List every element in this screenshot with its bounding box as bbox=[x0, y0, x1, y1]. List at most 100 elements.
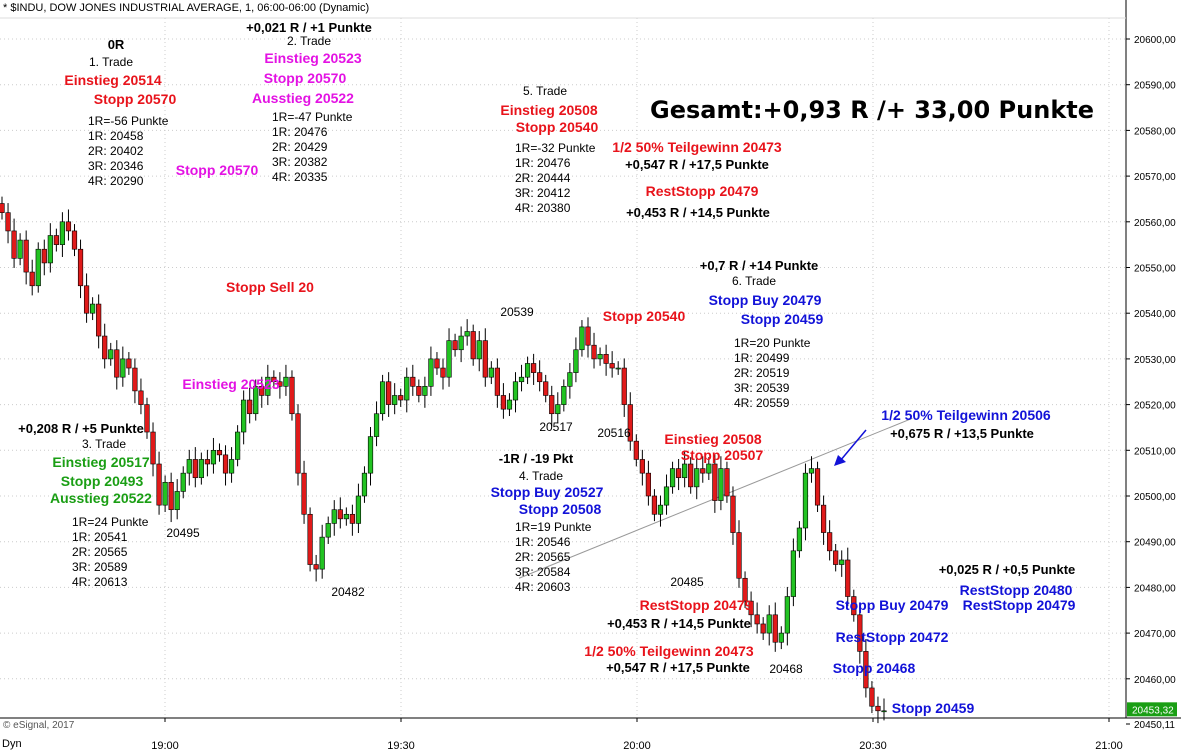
candle bbox=[603, 344, 609, 376]
annotation-trade-3: 3. Trade bbox=[81, 437, 127, 451]
annotation-trade1-stop: Stopp 20570 bbox=[93, 91, 177, 107]
candle-body-down bbox=[772, 614, 778, 643]
candle bbox=[23, 230, 29, 285]
annotation-right-reststop-20472: RestStopp 20472 bbox=[835, 629, 949, 645]
annotation-stop-sell: Stopp Sell 20 bbox=[226, 279, 314, 295]
candle-body-down bbox=[724, 468, 730, 497]
candle bbox=[90, 297, 96, 321]
candle-body-up bbox=[802, 472, 809, 529]
candle bbox=[138, 378, 144, 415]
candle bbox=[174, 479, 180, 520]
annotation-right-stop-buy: Stopp Buy 20479 bbox=[835, 597, 949, 613]
candle-body-down bbox=[259, 386, 265, 396]
candle bbox=[222, 445, 229, 486]
y-tick-label: 20490,00 bbox=[1134, 538, 1176, 549]
candle bbox=[41, 239, 47, 276]
candle-body-up bbox=[669, 468, 676, 488]
candle-body-down bbox=[857, 614, 863, 652]
y-tick-label: 20500,00 bbox=[1134, 492, 1176, 503]
annotation-trade5-entry: Einstieg 20508 bbox=[500, 102, 598, 118]
candle-body-down bbox=[676, 468, 682, 479]
candle bbox=[730, 486, 736, 545]
candle-body-down bbox=[851, 596, 857, 616]
annotation-trade6-1r: 1R: 20499 bbox=[734, 351, 790, 365]
candle-body-up bbox=[428, 358, 434, 387]
annotation-trade4-stop: Stopp 20508 bbox=[518, 501, 602, 517]
candle bbox=[688, 457, 694, 494]
candle-body-up bbox=[615, 367, 621, 370]
annotation-trade2-r: 1R=-47 Punkte bbox=[272, 110, 353, 124]
candle-body-down bbox=[126, 358, 132, 369]
candle bbox=[71, 224, 78, 257]
candle-body-up bbox=[766, 614, 772, 634]
candle bbox=[506, 393, 513, 417]
annotation-trade6-r: 1R=20 Punkte bbox=[734, 336, 811, 350]
candle bbox=[784, 586, 790, 646]
candle bbox=[210, 437, 217, 474]
candle bbox=[422, 376, 428, 408]
candle bbox=[585, 317, 591, 358]
candle bbox=[168, 472, 174, 523]
candle bbox=[700, 456, 706, 483]
candle-body-down bbox=[645, 472, 651, 497]
candle bbox=[108, 342, 114, 366]
candle bbox=[676, 458, 682, 491]
candle-body-up bbox=[524, 363, 531, 378]
annotation-trade3-result: +0,208 R / +5 Punkte bbox=[18, 421, 144, 436]
candle-body-down bbox=[470, 331, 476, 360]
candle-body-down bbox=[23, 239, 29, 273]
annotation-trade5-stop: Stopp 20540 bbox=[515, 119, 599, 135]
candle-body-down bbox=[114, 349, 120, 378]
y-tick-label: 20460,00 bbox=[1134, 675, 1176, 686]
candle bbox=[573, 337, 579, 383]
y-tick-label: 20520,00 bbox=[1134, 401, 1176, 412]
candle-body-down bbox=[500, 395, 507, 410]
annotation-lower-rest-result: +0,453 R / +14,5 Punkte bbox=[607, 616, 751, 631]
candle-body-up bbox=[422, 386, 428, 396]
candle bbox=[567, 363, 573, 399]
annotation-trade-1: 1. Trade bbox=[88, 55, 134, 69]
candle-body-down bbox=[742, 577, 748, 602]
candle-body-down bbox=[845, 559, 851, 597]
candle bbox=[482, 328, 488, 387]
candle-body-down bbox=[688, 463, 694, 488]
candle-body-down bbox=[222, 454, 229, 474]
candle bbox=[694, 458, 700, 500]
candle bbox=[712, 454, 718, 513]
candle bbox=[289, 370, 295, 421]
candle bbox=[452, 333, 458, 357]
candle bbox=[192, 447, 198, 488]
annotation-trade5-1r: 1R: 20476 bbox=[515, 156, 571, 170]
candle bbox=[561, 379, 567, 412]
x-tick-label: 20:30 bbox=[859, 740, 887, 752]
candle-body-down bbox=[301, 472, 307, 515]
candle-body-down bbox=[307, 513, 313, 565]
annotation-trade6-4r: 4R: 20559 bbox=[734, 396, 790, 410]
candle bbox=[96, 294, 102, 349]
candle-body-up bbox=[235, 431, 241, 460]
candle-body-down bbox=[41, 248, 47, 264]
candle bbox=[555, 392, 561, 424]
candle-body-up bbox=[186, 459, 192, 474]
candle bbox=[156, 451, 162, 515]
candle-body-down bbox=[65, 221, 72, 232]
annotation-lower-partial: 1/2 50% Teilgewinn 20473 bbox=[584, 643, 754, 659]
annotation-0r: 0R bbox=[107, 37, 125, 52]
candle bbox=[494, 358, 500, 408]
candle-body-up bbox=[379, 381, 386, 415]
candle bbox=[5, 203, 11, 244]
candle bbox=[579, 320, 585, 357]
candle bbox=[597, 347, 603, 366]
candle-body-up bbox=[476, 340, 482, 360]
candle-body-down bbox=[700, 468, 706, 474]
candle-body-down bbox=[0, 203, 5, 213]
candle-body-down bbox=[53, 235, 59, 245]
candle bbox=[470, 324, 476, 366]
candle-body-down bbox=[83, 285, 90, 314]
candle bbox=[820, 495, 827, 545]
candle bbox=[524, 356, 531, 385]
candle bbox=[114, 340, 120, 390]
candle-body-up bbox=[373, 413, 380, 437]
candle bbox=[488, 361, 494, 385]
annotation-trade5-4r: 4R: 20380 bbox=[515, 201, 571, 215]
